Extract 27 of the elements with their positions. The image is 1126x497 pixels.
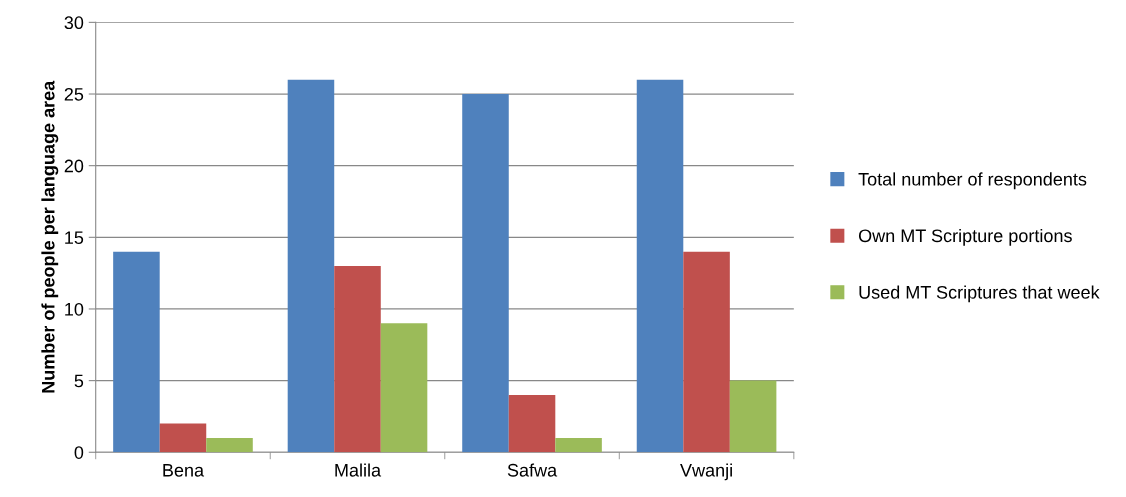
bar [683,251,730,453]
bar [729,380,777,453]
bar [206,437,253,453]
x-tick-label: Malila [335,463,382,477]
bar [555,437,602,453]
bar [462,94,509,453]
bar [636,79,684,453]
bar [287,79,335,453]
y-axis-title: Number of people per language area [41,80,59,393]
x-tick-label: Safwa [507,463,558,477]
x-tick-label: Vwanji [680,463,732,481]
bar [159,423,207,453]
bar [380,323,428,453]
legend-label: Total number of respondents [858,172,1087,190]
y-tick-label: 10 [65,302,84,316]
y-tick-label: 25 [64,87,84,101]
legend-label: Own MT Scripture portions [858,228,1072,246]
x-tick-label: Bena [163,464,205,477]
y-tick-label: 20 [64,159,84,173]
y-tick-label: 5 [74,374,84,388]
bar [508,394,556,453]
y-tick-label: 15 [65,231,84,245]
bar [113,251,160,453]
y-tick-label: 0 [74,446,84,459]
legend-label: Used MT Scriptures that week [859,285,1100,303]
y-tick-label: 30 [64,16,84,30]
bar [334,265,381,453]
